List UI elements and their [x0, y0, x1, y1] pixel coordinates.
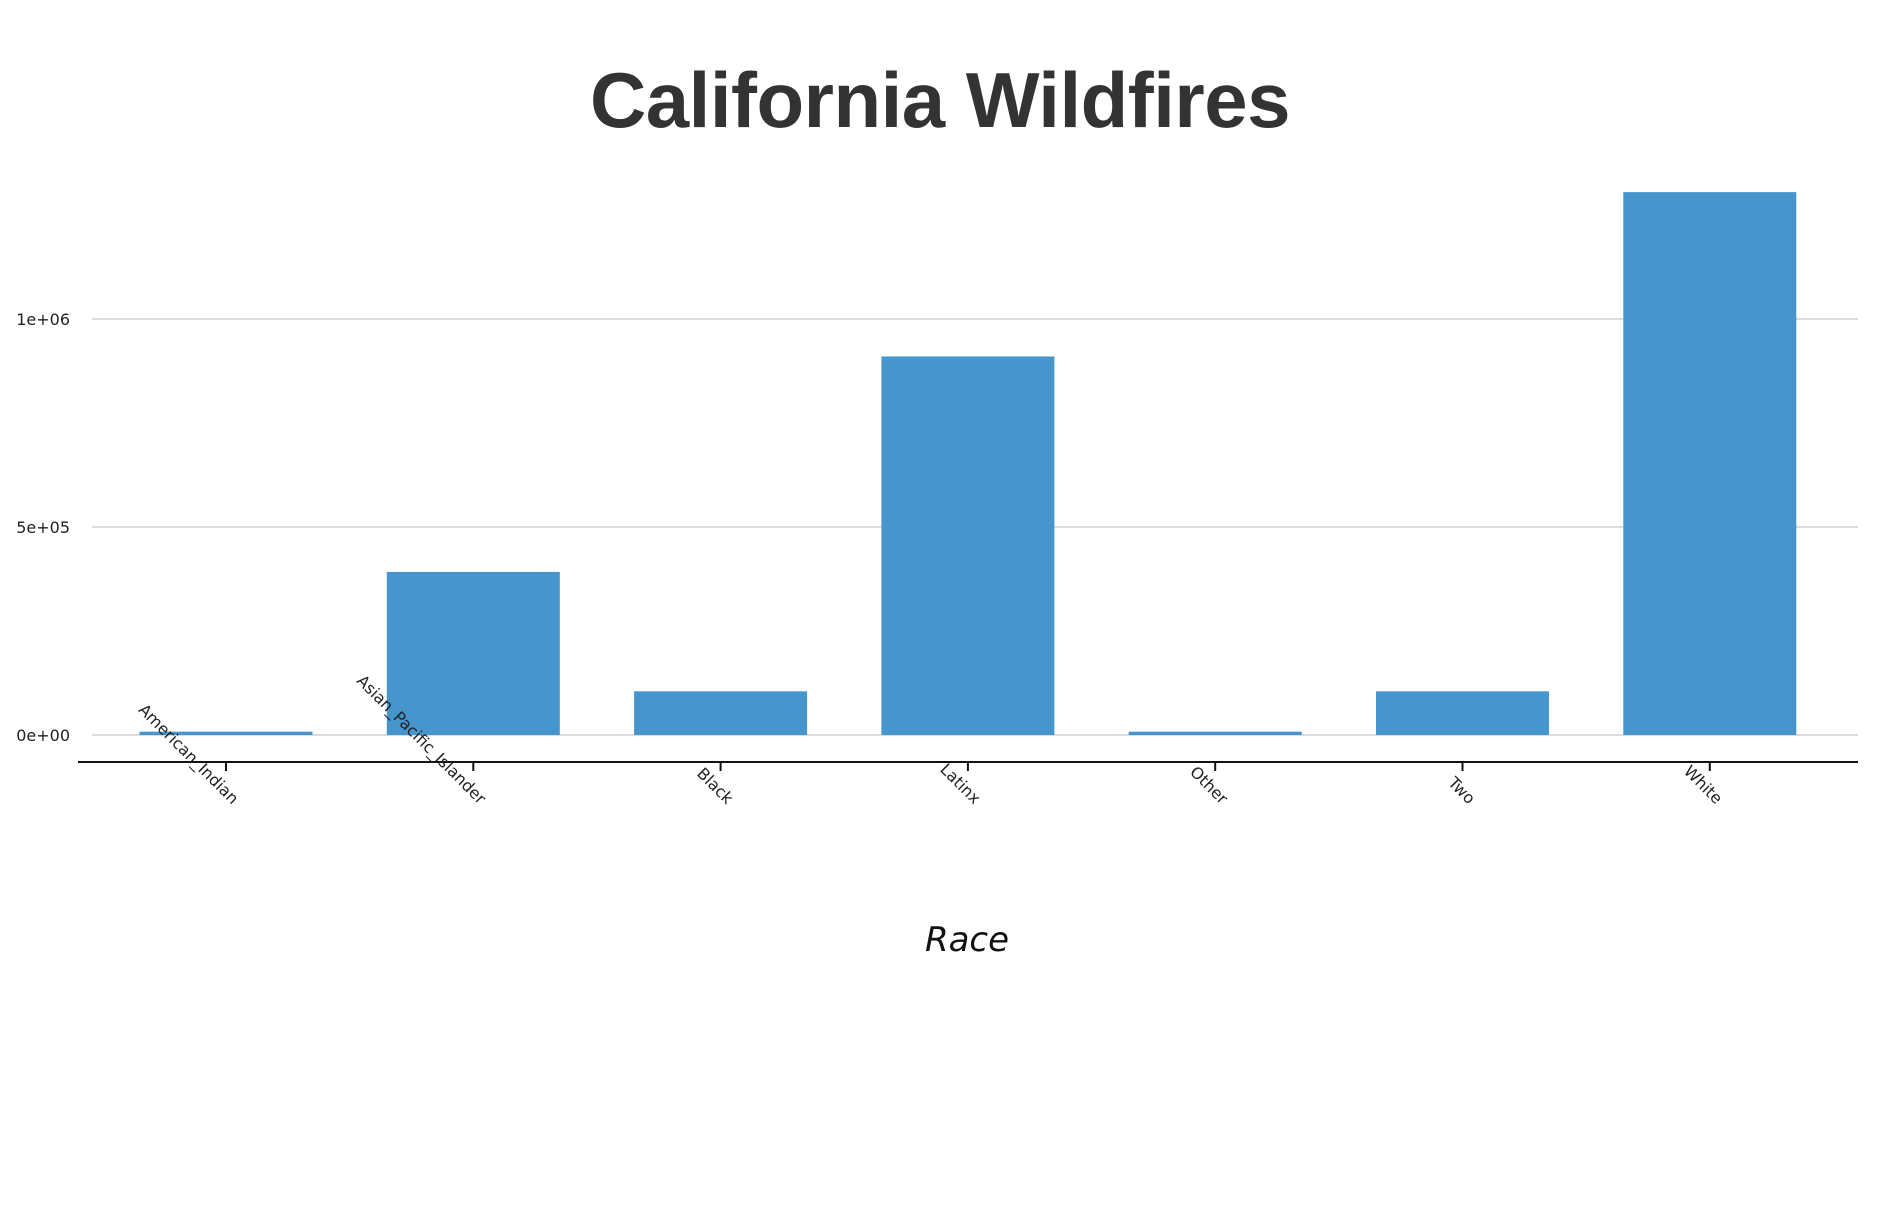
y-axis-ticks: 0e+00 5e+05 1e+06 — [16, 310, 70, 745]
chart-title: California Wildfires — [589, 56, 1291, 144]
x-tick-label: Other — [1186, 762, 1232, 808]
x-axis-title: Race — [925, 920, 1009, 960]
bar-two — [1376, 691, 1549, 735]
x-tick-label: Black — [693, 764, 738, 809]
y-tick-label: 0e+00 — [16, 726, 70, 745]
bar-latinx — [881, 356, 1055, 735]
bar-black — [634, 691, 808, 735]
x-tick-label: White — [1680, 761, 1726, 807]
bars — [139, 192, 1797, 735]
y-tick-label: 5e+05 — [16, 518, 70, 537]
y-tick-label: 1e+06 — [16, 310, 70, 329]
x-tick-label: Latinx — [936, 760, 984, 808]
bar-other — [1128, 731, 1302, 735]
x-tick-label: American_Indian — [134, 700, 243, 809]
bar-asian-pacific-islander — [386, 571, 560, 735]
x-tick-label: Two — [1444, 772, 1479, 807]
bar-american-indian — [139, 731, 313, 735]
bar-white — [1623, 192, 1797, 735]
